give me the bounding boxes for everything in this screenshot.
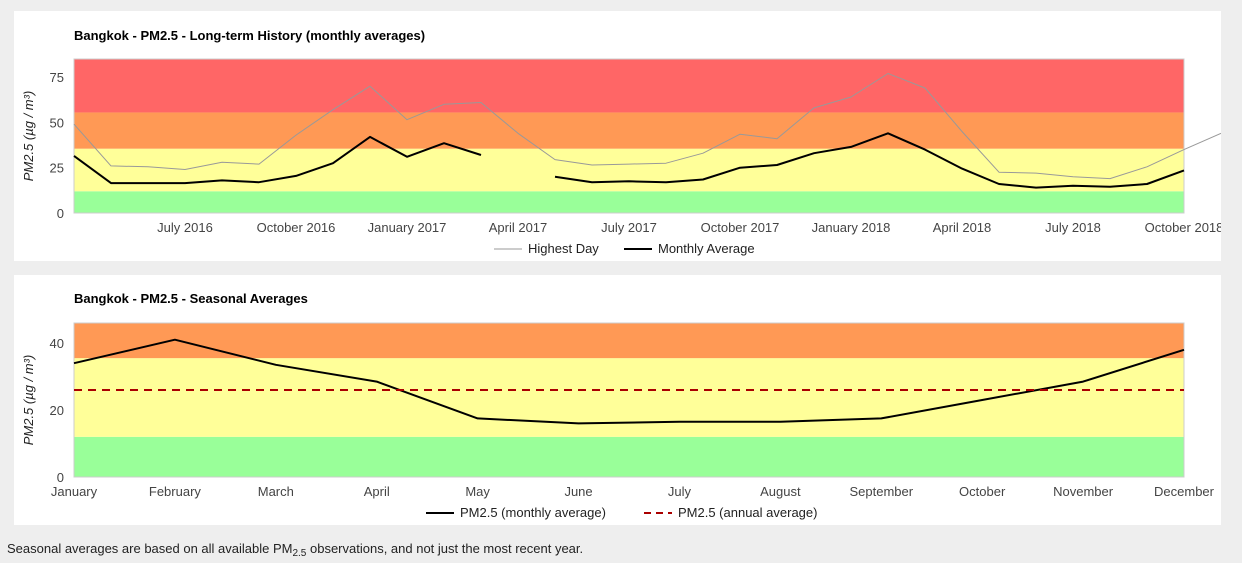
x-tick-label: September: [849, 484, 913, 499]
y-tick-label: 25: [50, 161, 64, 176]
y-tick-label: 75: [50, 70, 64, 85]
footnote-subscript: 2.5: [292, 548, 307, 559]
seasonal-averages-chart: Bangkok - PM2.5 - Seasonal Averages 0 20 40…: [21, 291, 1215, 520]
y-tick-label: 50: [50, 115, 64, 130]
footnote-text-after: observations, and not just the most rece…: [306, 541, 584, 556]
aqi-band-2: [74, 323, 1184, 359]
x-tick-label: January 2018: [812, 220, 891, 235]
x-tick-label: December: [1154, 484, 1215, 499]
x-tick-label: October 2016: [257, 220, 336, 235]
aqi-band-0: [74, 191, 1184, 213]
plot-border: [73, 322, 1185, 478]
x-tick-label: May: [465, 484, 490, 499]
y-tick-label: 20: [50, 403, 64, 418]
x-tick-label: July 2017: [601, 220, 657, 235]
legend-label-0: PM2.5 (monthly average): [460, 505, 606, 520]
y-axis-label: PM2.5 (µg / m³): [21, 91, 36, 182]
x-tick-label: August: [760, 484, 801, 499]
long-term-history-chart: Bangkok - PM2.5 - Long-term History (mon…: [21, 28, 1221, 256]
series-line-0: [73, 338, 1185, 425]
y-tick-label: 0: [57, 470, 64, 485]
seasonal-footnote: Seasonal averages are based on all avail…: [7, 541, 583, 559]
chart-title: Bangkok - PM2.5 - Long-term History (mon…: [74, 28, 425, 43]
x-tick-label: February: [149, 484, 202, 499]
chart-title: Bangkok - PM2.5 - Seasonal Averages: [74, 291, 308, 306]
x-tick-label: July 2018: [1045, 220, 1101, 235]
legend-label-0: Highest Day: [528, 241, 599, 256]
x-tick-label: October 2018: [1145, 220, 1221, 235]
aqi-band-1: [74, 358, 1184, 437]
x-tick-label: June: [564, 484, 592, 499]
series-line-1: [73, 132, 1185, 189]
plot-border: [73, 58, 1185, 214]
footnote-text-before: Seasonal averages are based on all avail…: [7, 541, 293, 556]
x-tick-label: January 2017: [368, 220, 447, 235]
x-tick-label: April 2018: [933, 220, 992, 235]
aqi-band-3: [74, 59, 1184, 113]
aqi-band-2: [74, 112, 1184, 149]
x-tick-label: April 2017: [489, 220, 548, 235]
long-term-history-chart-panel: Bangkok - PM2.5 - Long-term History (mon…: [14, 11, 1221, 261]
x-tick-label: July: [668, 484, 692, 499]
y-axis-label: PM2.5 (µg / m³): [21, 355, 36, 446]
x-tick-label: April: [364, 484, 390, 499]
x-tick-label: January: [51, 484, 98, 499]
x-tick-label: March: [258, 484, 294, 499]
y-tick-label: 0: [57, 206, 64, 221]
y-tick-label: 40: [50, 336, 64, 351]
seasonal-averages-chart-panel: Bangkok - PM2.5 - Seasonal Averages 0 20 40…: [14, 275, 1221, 525]
legend-label-1: Monthly Average: [658, 241, 755, 256]
aqi-band-0: [74, 436, 1184, 477]
series-line-0: [73, 73, 1221, 180]
x-tick-label: November: [1053, 484, 1114, 499]
x-tick-label: July 2016: [157, 220, 213, 235]
x-tick-label: October 2017: [701, 220, 780, 235]
legend-label-1: PM2.5 (annual average): [678, 505, 817, 520]
x-tick-label: October: [959, 484, 1006, 499]
